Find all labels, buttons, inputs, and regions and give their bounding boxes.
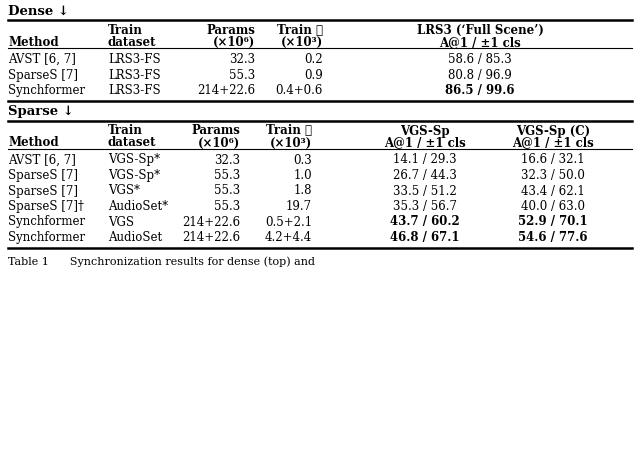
Text: 46.8 / 67.1: 46.8 / 67.1 [390, 231, 460, 243]
Text: dataset: dataset [108, 136, 157, 149]
Text: SparseS [7]: SparseS [7] [8, 169, 78, 182]
Text: VGS-Sp (C): VGS-Sp (C) [516, 124, 590, 137]
Text: Method: Method [8, 36, 59, 49]
Text: Sparse ↓: Sparse ↓ [8, 105, 74, 118]
Text: 4.2+4.4: 4.2+4.4 [265, 231, 312, 243]
Text: 26.7 / 44.3: 26.7 / 44.3 [393, 169, 457, 182]
Text: A@1 / ±1 cls: A@1 / ±1 cls [512, 136, 594, 149]
Text: Synchformer: Synchformer [8, 84, 85, 97]
Text: 1.8: 1.8 [294, 184, 312, 197]
Text: 33.5 / 51.2: 33.5 / 51.2 [393, 184, 457, 197]
Text: 40.0 / 63.0: 40.0 / 63.0 [521, 200, 585, 212]
Text: A@1 / ±1 cls: A@1 / ±1 cls [384, 136, 466, 149]
Text: 55.3: 55.3 [214, 200, 240, 212]
Text: VGS: VGS [108, 215, 134, 228]
Text: SparseS [7]: SparseS [7] [8, 184, 78, 197]
Text: 0.4+0.6: 0.4+0.6 [276, 84, 323, 97]
Text: AVST [6, 7]: AVST [6, 7] [8, 53, 76, 66]
Text: 80.8 / 96.9: 80.8 / 96.9 [448, 68, 512, 81]
Text: Synchformer: Synchformer [8, 215, 85, 228]
Text: 55.3: 55.3 [214, 184, 240, 197]
Text: 214+22.6: 214+22.6 [182, 215, 240, 228]
Text: (×10³): (×10³) [269, 136, 312, 149]
Text: Train: Train [108, 24, 143, 37]
Text: VGS-Sp*: VGS-Sp* [108, 153, 160, 166]
Text: Train: Train [108, 124, 143, 137]
Text: (×10³): (×10³) [281, 36, 323, 49]
Text: AudioSet: AudioSet [108, 231, 162, 243]
Text: 32.3: 32.3 [229, 53, 255, 66]
Text: AudioSet*: AudioSet* [108, 200, 168, 212]
Text: SparseS [7]†: SparseS [7]† [8, 200, 84, 212]
Text: 16.6 / 32.1: 16.6 / 32.1 [521, 153, 585, 166]
Text: VGS*: VGS* [108, 184, 140, 197]
Text: LRS3-FS: LRS3-FS [108, 53, 161, 66]
Text: 0.2: 0.2 [305, 53, 323, 66]
Text: 54.6 / 77.6: 54.6 / 77.6 [518, 231, 588, 243]
Text: 0.3: 0.3 [293, 153, 312, 166]
Text: Train ⏱: Train ⏱ [277, 24, 323, 37]
Text: Dense ↓: Dense ↓ [8, 5, 69, 18]
Text: 0.5+2.1: 0.5+2.1 [265, 215, 312, 228]
Text: 19.7: 19.7 [286, 200, 312, 212]
Text: Synchformer: Synchformer [8, 231, 85, 243]
Text: 35.3 / 56.7: 35.3 / 56.7 [393, 200, 457, 212]
Text: 32.3 / 50.0: 32.3 / 50.0 [521, 169, 585, 182]
Text: SparseS [7]: SparseS [7] [8, 68, 78, 81]
Text: 86.5 / 99.6: 86.5 / 99.6 [445, 84, 515, 97]
Text: Method: Method [8, 136, 59, 149]
Text: (×10⁶): (×10⁶) [212, 36, 255, 49]
Text: LRS3-FS: LRS3-FS [108, 84, 161, 97]
Text: Table 1      Synchronization results for dense (top) and: Table 1 Synchronization results for dens… [8, 256, 315, 267]
Text: VGS-Sp: VGS-Sp [400, 124, 450, 137]
Text: 214+22.6: 214+22.6 [182, 231, 240, 243]
Text: 14.1 / 29.3: 14.1 / 29.3 [393, 153, 457, 166]
Text: 1.0: 1.0 [293, 169, 312, 182]
Text: 55.3: 55.3 [214, 169, 240, 182]
Text: LRS3-FS: LRS3-FS [108, 68, 161, 81]
Text: 0.9: 0.9 [304, 68, 323, 81]
Text: 43.7 / 60.2: 43.7 / 60.2 [390, 215, 460, 228]
Text: LRS3 (‘Full Scene’): LRS3 (‘Full Scene’) [417, 24, 543, 37]
Text: 43.4 / 62.1: 43.4 / 62.1 [521, 184, 585, 197]
Text: dataset: dataset [108, 36, 157, 49]
Text: 58.6 / 85.3: 58.6 / 85.3 [448, 53, 512, 66]
Text: 55.3: 55.3 [228, 68, 255, 81]
Text: AVST [6, 7]: AVST [6, 7] [8, 153, 76, 166]
Text: 52.9 / 70.1: 52.9 / 70.1 [518, 215, 588, 228]
Text: (×10⁶): (×10⁶) [198, 136, 240, 149]
Text: Params: Params [206, 24, 255, 37]
Text: A@1 / ±1 cls: A@1 / ±1 cls [439, 36, 521, 49]
Text: VGS-Sp*: VGS-Sp* [108, 169, 160, 182]
Text: 32.3: 32.3 [214, 153, 240, 166]
Text: Train ⏱: Train ⏱ [266, 124, 312, 137]
Text: Params: Params [191, 124, 240, 137]
Text: 214+22.6: 214+22.6 [197, 84, 255, 97]
